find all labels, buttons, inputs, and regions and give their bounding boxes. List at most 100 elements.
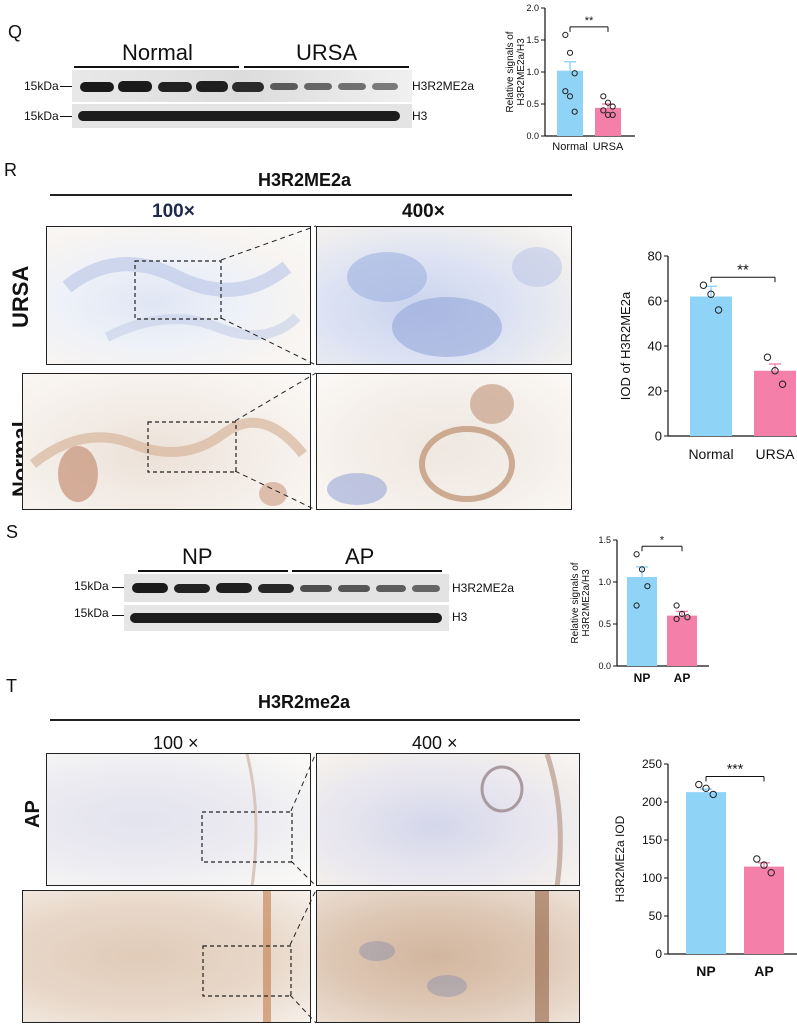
significance-marker: **	[585, 15, 594, 27]
data-point	[562, 88, 569, 95]
y-tick-label: 100	[642, 871, 662, 885]
data-point	[678, 610, 686, 618]
data-point	[699, 281, 708, 289]
y-tick-label: 250	[642, 757, 662, 771]
magnification-low-t: 100 ×	[153, 733, 199, 753]
data-point	[609, 111, 616, 118]
kda-marker-top: 15kDa	[24, 79, 59, 93]
data-point	[638, 566, 646, 573]
data-point	[571, 108, 578, 115]
western-blot-h3	[72, 104, 412, 128]
data-point	[571, 70, 578, 77]
y-tick-label: 0	[655, 947, 662, 961]
title-rule-r	[50, 194, 572, 196]
western-blot-h3-s	[124, 605, 449, 631]
y-tick-label: 0.0	[598, 661, 611, 671]
significance-marker: ***	[727, 761, 744, 777]
western-blot-h3r2me2a-s	[124, 574, 449, 602]
y-tick-label: 200	[642, 795, 662, 809]
kda-tick-top-s	[112, 587, 124, 588]
data-point	[695, 780, 703, 789]
title-rule-t	[50, 719, 580, 721]
y-axis-label: Relative signals ofH3R2ME2a/H3	[570, 562, 592, 643]
group-label-normal: Normal	[122, 40, 193, 65]
micrograph-np-400x	[316, 890, 580, 1023]
bar-chart-t: 0 50 100 150 200 250 H3R2ME2a IOD NP AP ***	[613, 757, 797, 979]
y-tick-label: 1.0	[598, 577, 611, 587]
data-point	[566, 93, 574, 100]
band-label-h3: H3	[412, 109, 428, 123]
data-point	[709, 790, 717, 799]
group-label-np: NP	[182, 544, 213, 569]
bar-np	[686, 792, 726, 954]
category-label-ap: AP	[674, 671, 691, 685]
bar-normal	[690, 296, 732, 436]
band-label-h3r2me2a: H3R2ME2a	[412, 79, 475, 93]
magnification-high-t: 400 ×	[412, 733, 458, 753]
category-label-ursa: URSA	[593, 141, 624, 153]
magnification-high-r: 400×	[402, 201, 445, 222]
micrograph-normal-100x	[22, 373, 311, 510]
micrograph-np-100x	[22, 890, 311, 1023]
data-point	[767, 868, 775, 877]
category-label-ursa: URSA	[756, 446, 796, 462]
data-point	[760, 861, 768, 869]
y-tick-label: 0.5	[526, 99, 539, 109]
data-point	[644, 583, 651, 590]
group-line-normal	[74, 66, 239, 68]
y-tick-label: 80	[648, 249, 662, 264]
panel-letter-r: R	[4, 160, 17, 180]
data-point	[778, 380, 787, 388]
data-point	[562, 31, 569, 38]
y-axis-label: H3R2ME2a IOD	[613, 815, 627, 902]
panel-letter-t: T	[6, 676, 17, 696]
kda-marker-top-s: 15kDa	[74, 579, 109, 593]
category-label-normal: Normal	[688, 446, 733, 462]
bar-ap	[667, 615, 697, 666]
micrograph-normal-400x	[316, 373, 572, 510]
category-label-normal: Normal	[552, 141, 587, 153]
bar-ursa	[754, 370, 796, 436]
kda-tick-top	[60, 86, 72, 87]
significance-marker: *	[660, 534, 665, 546]
blot-bands-h3	[78, 111, 400, 121]
blot-bands-s	[132, 583, 440, 593]
data-point	[673, 615, 680, 623]
y-tick-label: 1.0	[526, 67, 539, 77]
blot-bands	[80, 81, 398, 92]
magnification-low-r: 100×	[152, 201, 195, 222]
y-tick-label: 2.0	[526, 3, 539, 13]
micrograph-ap-400x	[316, 753, 580, 886]
data-point	[684, 614, 691, 621]
panel-title-t: H3R2me2a	[258, 692, 351, 712]
group-line-ap	[292, 570, 442, 572]
data-point	[707, 290, 715, 298]
y-tick-label: 0.0	[526, 131, 539, 141]
data-point	[600, 107, 607, 114]
kda-tick-bottom	[60, 116, 72, 117]
group-label-ursa: URSA	[296, 40, 358, 65]
group-line-np	[138, 570, 288, 572]
data-point	[633, 551, 640, 558]
category-label-np: NP	[696, 963, 715, 979]
y-tick-label: 1.5	[526, 35, 539, 45]
micrograph-ursa-400x	[316, 226, 572, 365]
micrograph-ursa-100x	[46, 226, 311, 365]
band-label-h3r2me2a-s: H3R2ME2a	[452, 581, 515, 595]
data-point	[702, 784, 710, 793]
y-tick-label: 0.5	[598, 619, 611, 629]
bar-normal	[557, 70, 583, 136]
micrograph-ap-100x	[46, 753, 311, 886]
y-axis-label: IOD of H3R2ME2a	[618, 291, 633, 400]
panel-letter-s: S	[6, 522, 19, 542]
data-point	[673, 602, 680, 609]
y-tick-label: 150	[642, 833, 662, 847]
data-point	[609, 103, 616, 110]
kda-tick-bottom-s	[112, 615, 124, 616]
y-tick-label: 50	[649, 909, 663, 923]
group-line-ursa	[244, 66, 409, 68]
data-point	[604, 99, 612, 106]
kda-marker-bottom: 15kDa	[24, 109, 59, 123]
y-tick-label: 0	[655, 429, 662, 444]
